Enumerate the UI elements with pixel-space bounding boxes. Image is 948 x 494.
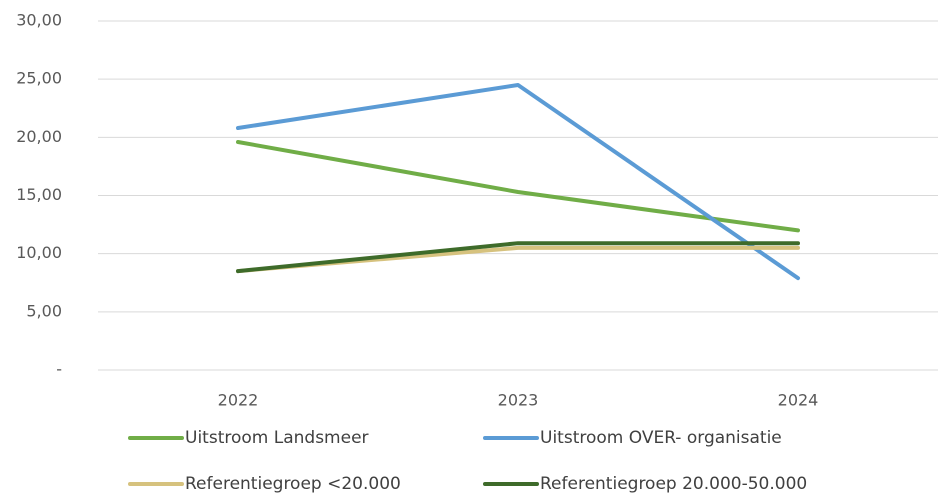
y-tick-label: 30,00 xyxy=(16,11,62,30)
y-tick-label: 15,00 xyxy=(16,185,62,204)
legend-label: Uitstroom Landsmeer xyxy=(185,428,369,448)
series-line xyxy=(236,139,800,233)
x-tick-label: 2022 xyxy=(218,391,259,410)
legend-label: Referentiegroep 20.000-50.000 xyxy=(540,474,807,494)
y-tick-label: - xyxy=(56,360,62,379)
y-tick-label: 10,00 xyxy=(16,243,62,262)
series-line xyxy=(236,245,800,274)
y-tick-label: 5,00 xyxy=(26,301,62,320)
series-line xyxy=(236,241,800,274)
x-tick-label: 2024 xyxy=(778,391,819,410)
legend-label: Referentiegroep <20.000 xyxy=(185,474,401,494)
legend-label: Uitstroom OVER- organisatie xyxy=(540,428,782,448)
y-tick-label: 25,00 xyxy=(16,69,62,88)
y-tick-label: 20,00 xyxy=(16,127,62,146)
legend: Uitstroom Landsmeer Uitstroom OVER- organ… xyxy=(128,428,807,494)
x-tick-label: 2023 xyxy=(498,391,539,410)
series-line xyxy=(236,82,800,281)
